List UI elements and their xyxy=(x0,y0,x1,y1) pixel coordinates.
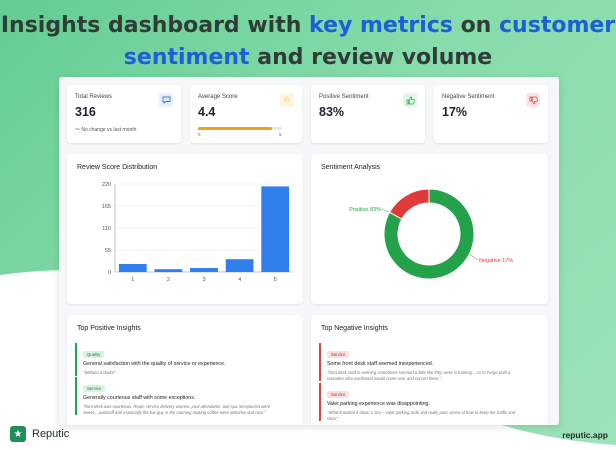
brand-url: reputic.app xyxy=(562,430,608,440)
insight-item[interactable]: Service Valet parking experience was dis… xyxy=(319,383,519,421)
brand-name: Reputic xyxy=(32,428,70,440)
x-tick-label: 1 xyxy=(131,277,134,283)
bar-chart: 0 55 110 165 220 1 2 3 4 5 xyxy=(102,182,293,283)
insight-tag: Service xyxy=(83,385,106,392)
panel-title: Sentiment Analysis xyxy=(321,164,381,171)
negative-insights-card: Top Negative Insights Service Some front… xyxy=(311,315,548,425)
stat-label: Negative Sentiment xyxy=(442,94,495,100)
trend-text: No change vs last month xyxy=(81,127,137,133)
insight-item[interactable]: Service Some front desk staff seemed ine… xyxy=(319,343,519,381)
stat-value: 17% xyxy=(442,105,468,119)
headline: Insights dashboard with key metrics on c… xyxy=(0,10,616,74)
headline-part: Insights dashboard with xyxy=(0,13,310,38)
bar xyxy=(154,269,183,272)
donut-chart: Positive 83% Negative 17% xyxy=(349,188,513,280)
total-reviews-card[interactable]: Total Reviews 316 〜 No change vs last mo… xyxy=(67,85,181,143)
insight-title: Some front desk staff seemed inexperienc… xyxy=(327,361,434,367)
thumbs-up-icon xyxy=(403,93,417,107)
insight-tag: Service xyxy=(327,391,350,398)
stat-value: 4.4 xyxy=(198,105,216,119)
headline-highlight: customer xyxy=(499,13,616,38)
x-tick-label: 5 xyxy=(274,277,277,283)
panel-title: Review Score Distribution xyxy=(77,164,158,171)
bar xyxy=(190,268,218,272)
x-tick-label: 3 xyxy=(202,277,205,283)
thumbs-down-icon xyxy=(526,93,540,107)
bar xyxy=(225,259,254,272)
insight-quote: "What knocked it down 1 star – valet par… xyxy=(327,410,516,421)
negative-sentiment-card[interactable]: Negative Sentiment 17% xyxy=(434,85,548,143)
slice-label-line xyxy=(381,208,390,213)
stat-label: Total Reviews xyxy=(75,94,113,100)
chat-icon xyxy=(159,93,173,107)
insight-tag: Quality xyxy=(83,351,105,358)
average-score-card[interactable]: Average Score 4.4 ☆ 0 5 xyxy=(190,85,302,143)
insight-title: Valet parking experience was disappointi… xyxy=(327,401,430,407)
insight-tag: Service xyxy=(327,351,350,358)
progress-max: 5 xyxy=(279,132,282,137)
y-tick-label: 220 xyxy=(102,182,111,188)
progress-min: 0 xyxy=(198,132,201,137)
brand-logo: ★ Reputic xyxy=(10,426,69,442)
slice-label-line xyxy=(468,253,479,261)
star-icon: ☆ xyxy=(280,93,294,107)
x-tick-label: 4 xyxy=(238,277,241,283)
y-tick-label: 0 xyxy=(108,270,111,276)
insight-quote: "front desk staff in evening sometimes s… xyxy=(327,370,511,381)
dashboard-window: Total Reviews 316 〜 No change vs last mo… xyxy=(59,77,559,425)
trend-icon: 〜 xyxy=(75,127,82,133)
panel-title: Top Positive Insights xyxy=(77,325,141,332)
x-tick-label: 2 xyxy=(167,277,170,283)
slice-label: Positive 83% xyxy=(349,207,381,213)
y-tick-label: 55 xyxy=(105,248,111,254)
positive-insights-card: Top Positive Insights Quality General sa… xyxy=(67,315,303,425)
headline-highlight: key metrics xyxy=(309,13,453,38)
sentiment-analysis-card: Sentiment Analysis Positive 83% Negative … xyxy=(311,154,548,304)
panel-title: Top Negative Insights xyxy=(321,325,388,332)
bar xyxy=(118,264,147,272)
score-progress-bar xyxy=(198,127,282,130)
insight-title: General satisfaction with the quality of… xyxy=(83,361,226,367)
insight-item[interactable]: Service Generally courteous staff with s… xyxy=(75,377,275,415)
trend-note: 〜 No change vs last month xyxy=(75,126,136,133)
y-tick-label: 165 xyxy=(102,204,111,210)
insight-quote: "front desk was courteous. Room service … xyxy=(83,404,271,415)
reputic-logo-icon: ★ xyxy=(10,426,26,442)
bar xyxy=(261,186,290,272)
headline-highlight: sentiment xyxy=(123,45,250,70)
donut-slice xyxy=(383,188,475,280)
headline-part: and review volume xyxy=(249,45,493,70)
stat-label: Average Score xyxy=(198,94,238,100)
score-distribution-card: Review Score Distribution 0 55 110 165 220 1 2… xyxy=(67,154,303,304)
stat-value: 316 xyxy=(75,105,96,119)
donut-slice xyxy=(388,188,430,220)
stat-value: 83% xyxy=(319,105,345,119)
stat-label: Positive Sentiment xyxy=(319,94,369,100)
insight-item[interactable]: Quality General satisfaction with the qu… xyxy=(75,343,275,376)
score-progress-fill xyxy=(198,127,272,130)
positive-sentiment-card[interactable]: Positive Sentiment 83% xyxy=(311,85,425,143)
slice-label: Negative 17% xyxy=(479,258,513,264)
insight-title: Generally courteous staff with some exce… xyxy=(83,395,196,401)
insight-quote: "Without a doubt" xyxy=(83,370,116,375)
y-tick-label: 110 xyxy=(102,226,111,232)
headline-part: on xyxy=(452,13,500,38)
